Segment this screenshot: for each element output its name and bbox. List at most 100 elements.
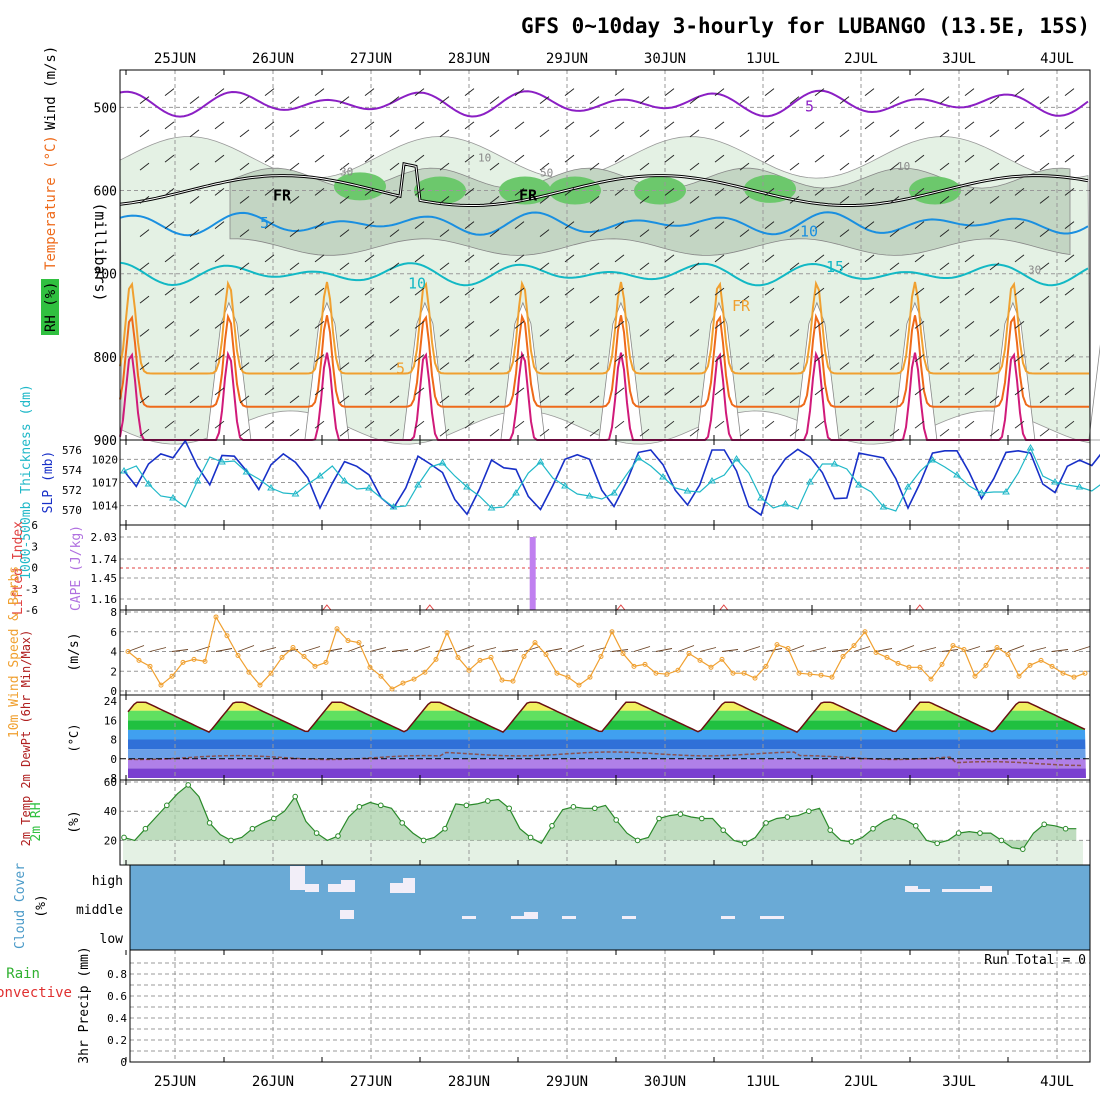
wind-barb-10m xyxy=(963,646,981,652)
wind-barb xyxy=(1014,287,1025,296)
wind-barb xyxy=(789,196,800,204)
wind-barb xyxy=(489,162,500,171)
wind-speed-point xyxy=(400,680,406,686)
wind-barb-10m xyxy=(809,647,827,652)
wind-speed-point xyxy=(136,657,142,663)
wind-barb xyxy=(539,295,550,304)
date-label-top: 2JUL xyxy=(844,51,878,67)
wind-barb xyxy=(164,154,175,163)
wind-barb xyxy=(264,121,275,130)
date-label-top: 28JUN xyxy=(448,51,490,67)
wind-barb xyxy=(614,420,625,429)
wind-barb xyxy=(339,96,350,104)
wind-speed-point xyxy=(411,676,417,682)
cape-axis-label: CAPE (J/kg) xyxy=(69,525,84,611)
date-label-top: 26JUN xyxy=(252,51,294,67)
cape-bar xyxy=(529,537,536,610)
wind-barb xyxy=(589,295,600,304)
wind-barb xyxy=(989,196,1000,204)
wind-barb xyxy=(864,420,875,429)
rh-tick: 20 xyxy=(104,834,117,847)
wind-tick: 2 xyxy=(110,665,117,678)
wind-barb xyxy=(464,354,475,363)
wind-barb xyxy=(814,188,825,196)
wind-barb xyxy=(589,129,600,138)
rh-legend-swatch xyxy=(41,279,59,335)
wind-barb xyxy=(389,196,400,204)
rh-point xyxy=(485,798,491,804)
wind-barb xyxy=(289,96,300,104)
wind-barb xyxy=(239,196,250,204)
mid-cloud-cell xyxy=(340,910,354,919)
wind-speed-point xyxy=(554,670,560,676)
wind-barb xyxy=(664,321,675,329)
wind-barb xyxy=(789,229,800,237)
wind-barb xyxy=(764,221,775,229)
wind-barb xyxy=(214,420,225,429)
wind-barb xyxy=(1064,121,1075,130)
wind-barb xyxy=(914,321,925,329)
wind-barb xyxy=(714,321,725,329)
wind-barb xyxy=(1039,162,1050,171)
wind-barb xyxy=(1014,154,1025,163)
wind-barb xyxy=(564,321,575,329)
wind-barb xyxy=(189,395,200,404)
wind-barb xyxy=(289,129,300,138)
precip-tick: 0.8 xyxy=(107,968,127,981)
wind-barb xyxy=(764,88,775,96)
wind-barb xyxy=(914,287,925,296)
wind-speed-point xyxy=(829,674,835,680)
rh-point xyxy=(784,814,791,820)
wind-speed-point xyxy=(389,686,395,692)
wind-barb xyxy=(389,129,400,138)
thickness-point xyxy=(928,456,937,463)
wind-barb xyxy=(914,354,925,363)
temp-band xyxy=(128,758,1086,769)
li-spike xyxy=(719,604,729,611)
wind-barb xyxy=(1039,96,1050,104)
wind-barb xyxy=(189,229,200,237)
wind-barb xyxy=(1064,321,1075,329)
temp-fill xyxy=(128,702,1086,778)
wind-barb xyxy=(1064,154,1075,163)
wind-barb xyxy=(539,395,550,404)
isotherm-label: 10 xyxy=(800,222,818,240)
wind-barb xyxy=(664,221,675,229)
rh-point xyxy=(699,815,705,822)
wind-speed-point xyxy=(598,653,604,659)
wind-barb xyxy=(589,229,600,237)
wind-barb xyxy=(639,96,650,104)
wind-barb xyxy=(864,88,875,96)
date-label-bottom: 30JUN xyxy=(644,1074,686,1090)
wind-barb xyxy=(314,354,325,363)
thickness-axis-label: 1000-500mb Thickness (dm) xyxy=(19,384,34,580)
wind-speed-point xyxy=(763,663,769,669)
panel-frame xyxy=(119,609,1091,696)
high-cloud-cell xyxy=(305,884,319,892)
rh-shading xyxy=(119,136,1100,445)
wind-barb xyxy=(614,354,625,363)
wind-barb xyxy=(389,96,400,104)
wind-barb xyxy=(289,162,300,171)
wind-barb xyxy=(614,88,625,96)
wind-barb xyxy=(764,354,775,363)
cape-tick: 1.74 xyxy=(91,553,118,566)
wind-speed-point xyxy=(609,629,615,635)
wind-barb xyxy=(689,395,700,404)
high-cloud-cell xyxy=(905,886,918,892)
wind-barb xyxy=(664,254,675,263)
wind-barb xyxy=(1064,420,1075,429)
rh-blob-high xyxy=(744,174,796,203)
wind-barb xyxy=(639,162,650,171)
li-tick: 3 xyxy=(31,540,38,553)
wind-barb xyxy=(439,428,450,437)
wind-barb xyxy=(464,88,475,96)
thickness-point xyxy=(585,492,594,499)
thickness-point xyxy=(708,477,716,484)
thickness-point xyxy=(683,487,692,494)
wind-barb xyxy=(339,196,350,204)
wind-barb xyxy=(389,329,400,337)
temp-tick: 0 xyxy=(110,753,117,766)
wind-barb xyxy=(564,254,575,263)
wind-barb xyxy=(939,129,950,138)
